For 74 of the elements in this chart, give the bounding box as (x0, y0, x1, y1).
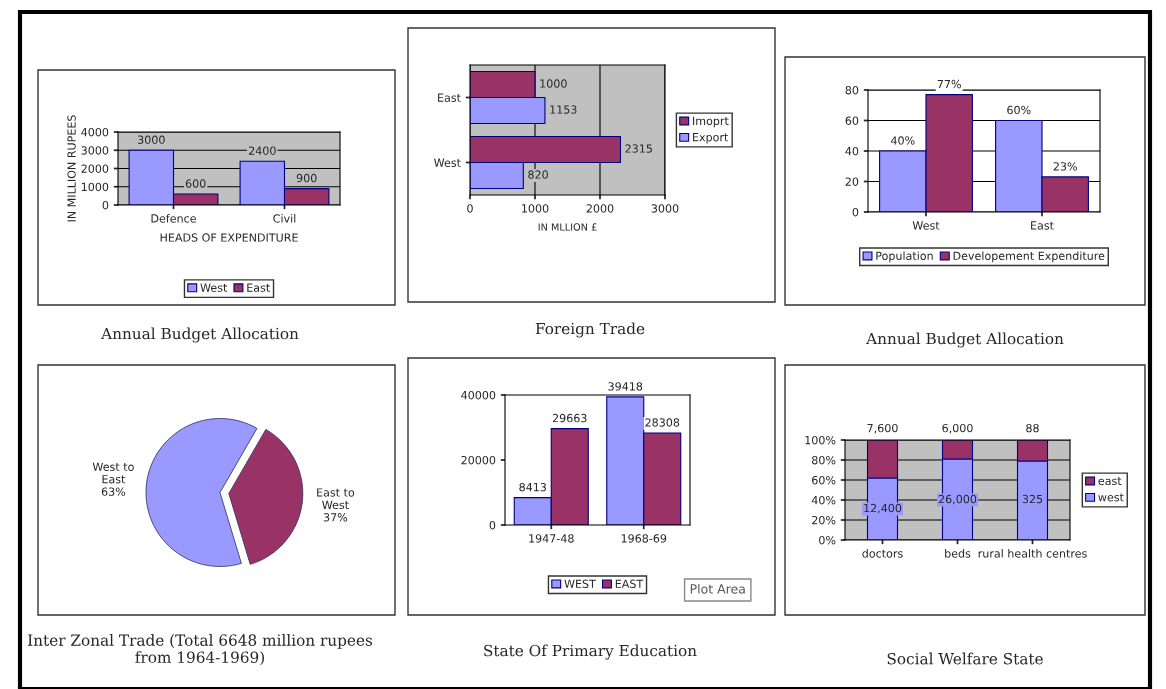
data-label: 63% (101, 487, 126, 496)
data-label: 900 (296, 173, 317, 183)
y-tick-label: 3000 (81, 146, 109, 155)
y-tick-label: 20% (812, 515, 836, 525)
annotation: 7,600 (867, 423, 898, 434)
legend-label: Export (693, 133, 729, 144)
data-label: 40% (891, 136, 915, 145)
annotation: 26,000 (938, 494, 977, 505)
annotation: 12,400 (864, 503, 902, 514)
y-tick-label: 40000 (461, 390, 496, 400)
x-tick-label: 3000 (651, 204, 679, 213)
legend-label: east (1098, 477, 1122, 486)
x-tick-label: 1000 (522, 204, 549, 213)
text: Plot Area (690, 583, 745, 594)
data-label: 600 (185, 179, 206, 188)
legend-label: Developement Expenditure (953, 251, 1105, 263)
data-label: 28308 (645, 418, 680, 427)
data-label: 8413 (519, 482, 546, 492)
annotation: 6,000 (942, 423, 973, 434)
legend-label: Population (876, 251, 933, 263)
y-tick-label: 4000 (81, 127, 109, 137)
slice-label: East to West (317, 488, 355, 510)
text: Social Welfare State (887, 652, 1043, 665)
legend-label: East (247, 283, 270, 292)
data-label: 23% (1053, 162, 1077, 171)
y-tick-label: 100% (805, 435, 836, 445)
x-tick-label: 1968-69 (621, 534, 667, 543)
y-axis-title: IN MILLION RUPEES (67, 115, 76, 222)
x-axis-title: HEADS OF EXPENDITURE (160, 233, 298, 242)
annotation: 88 (1026, 423, 1039, 433)
data-label: 1000 (540, 79, 567, 88)
y-tick-label: 1000 (81, 182, 109, 192)
x-tick-label: rural health centres (978, 549, 1087, 558)
text: Annual Budget Allocation (101, 327, 299, 343)
x-tick-label: beds (945, 549, 971, 558)
data-label: 37% (323, 513, 348, 522)
data-label: 39418 (608, 382, 643, 391)
legend-label: EAST (615, 579, 644, 588)
y-tick-label: 20000 (461, 455, 496, 465)
legend-label: West (200, 283, 228, 292)
x-tick-label: Defence (151, 214, 196, 223)
data-label: 29663 (552, 413, 587, 423)
x-tick-label: 2000 (586, 204, 614, 213)
x-tick-label: 1947-48 (529, 534, 574, 543)
legend-label: WEST (564, 579, 596, 588)
data-label: 1153 (550, 105, 577, 114)
legend-label: west (1098, 493, 1124, 502)
y-tick-label: 80 (845, 85, 859, 95)
y-tick-label: 40 (845, 146, 859, 156)
y-tick-label: 20 (845, 177, 859, 186)
text: State Of Primary Education (484, 644, 697, 660)
data-label: 2315 (625, 144, 652, 153)
y-tick-label: 2000 (81, 164, 109, 173)
y-tick-label: 0 (489, 520, 496, 530)
annotation: 325 (1022, 494, 1043, 504)
x-tick-label: Civil (273, 214, 296, 223)
x-tick-label: 0 (467, 204, 473, 213)
data-label: 3000 (138, 135, 165, 144)
data-label: 2400 (248, 146, 276, 155)
text: Inter Zonal Trade (Total 6648 million rupees from 1964-1969) (28, 634, 373, 666)
text: Foreign Trade (535, 322, 645, 338)
x-tick-label: doctors (862, 549, 903, 558)
y-tick-label: 0% (819, 535, 836, 545)
y-tick-label: 60% (812, 475, 836, 485)
data-label: 820 (528, 170, 548, 179)
y-tick-label: 60 (845, 116, 859, 125)
text: Annual Budget Allocation (866, 332, 1064, 348)
x-axis-title: IN MLLION £ (538, 223, 597, 231)
data-label: 77% (937, 79, 961, 89)
data-label: 60% (1007, 105, 1031, 115)
y-tick-label: 80% (812, 455, 836, 465)
y-tick-label: 40% (811, 495, 836, 505)
slice-label: West to East (92, 462, 134, 484)
legend-label: Imoprt (693, 116, 729, 128)
